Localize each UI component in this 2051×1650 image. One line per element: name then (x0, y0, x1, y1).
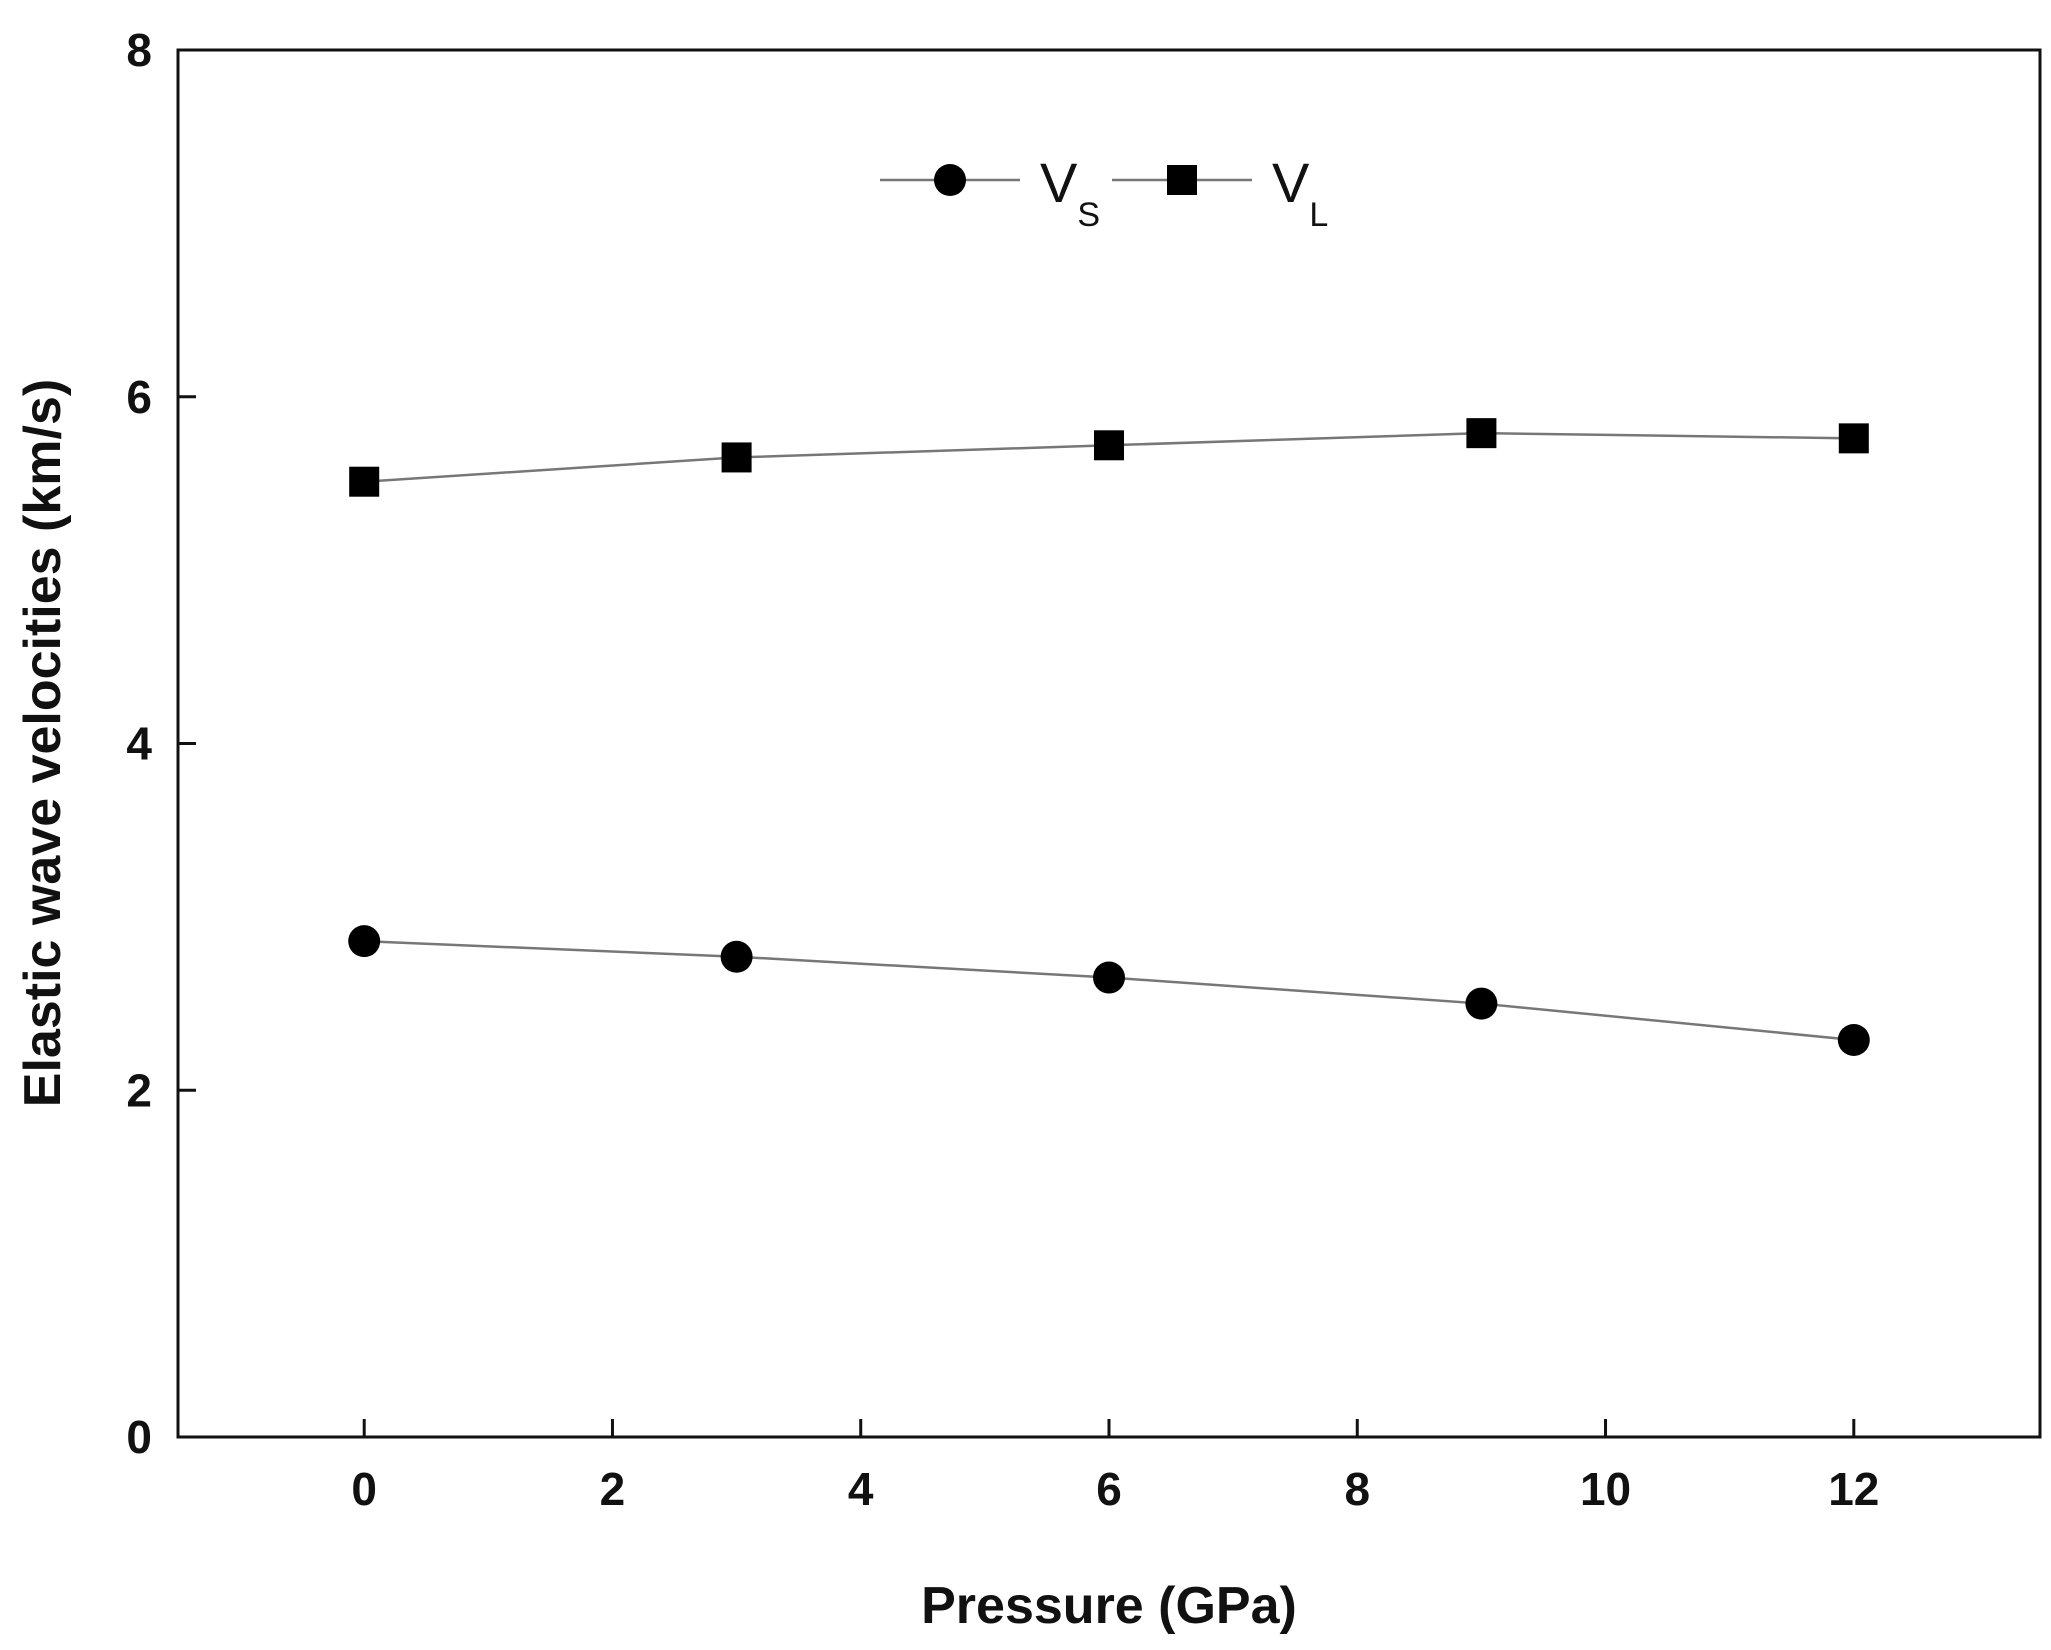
data-point-vl (349, 466, 380, 497)
legend: VS VL (880, 151, 1328, 234)
data-point-vl (1838, 423, 1869, 454)
y-tick-label: 4 (126, 718, 152, 770)
x-tick-label: 4 (848, 1463, 874, 1515)
data-point-vl (1466, 418, 1497, 449)
x-tick-label: 6 (1096, 1463, 1122, 1515)
x-tick-label: 10 (1580, 1463, 1631, 1515)
data-point-vs (720, 940, 753, 973)
data-point-vl (721, 442, 752, 473)
legend-label-vs: VS (1040, 151, 1100, 234)
y-tick-label: 8 (126, 24, 152, 76)
x-tick-label: 0 (351, 1463, 377, 1515)
series-layer (348, 418, 1870, 1056)
data-point-vs (348, 925, 381, 958)
data-point-vs (1093, 961, 1125, 994)
legend-marker-vs (934, 164, 966, 196)
x-axis-title: Pressure (GPa) (921, 1577, 1297, 1635)
legend-label-vl-main: V (1272, 151, 1310, 214)
legend-label-vl-sub: L (1309, 196, 1328, 234)
x-tick-label: 8 (1344, 1463, 1370, 1515)
data-point-vs (1837, 1023, 1870, 1056)
y-tick-label: 6 (126, 371, 152, 423)
y-axis-ticks: 0 2 4 6 8 (126, 24, 196, 1463)
y-tick-label: 0 (126, 1411, 152, 1463)
y-tick-label: 2 (126, 1064, 152, 1116)
legend-label-vs-main: V (1040, 151, 1078, 214)
data-point-vs (1465, 987, 1498, 1020)
x-tick-label: 12 (1828, 1463, 1879, 1515)
legend-label-vs-sub: S (1077, 196, 1100, 234)
y-axis-title: Elastic wave velocities (km/s) (14, 379, 72, 1107)
plot-frame (176, 48, 2042, 1439)
x-tick-label: 2 (600, 1463, 626, 1515)
legend-marker-vl (1167, 165, 1197, 195)
legend-label-vl: VL (1272, 151, 1328, 234)
data-point-vl (1094, 430, 1124, 461)
x-axis-ticks: 0 2 4 6 8 10 12 (351, 1419, 1879, 1515)
